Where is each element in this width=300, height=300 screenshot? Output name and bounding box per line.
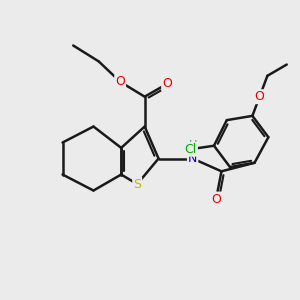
- Text: N: N: [188, 152, 197, 165]
- Text: O: O: [115, 75, 125, 88]
- Text: S: S: [133, 178, 141, 190]
- Text: Cl: Cl: [184, 143, 197, 156]
- Text: O: O: [255, 90, 265, 103]
- Text: O: O: [162, 77, 172, 90]
- Text: O: O: [211, 193, 221, 206]
- Text: H: H: [188, 140, 197, 150]
